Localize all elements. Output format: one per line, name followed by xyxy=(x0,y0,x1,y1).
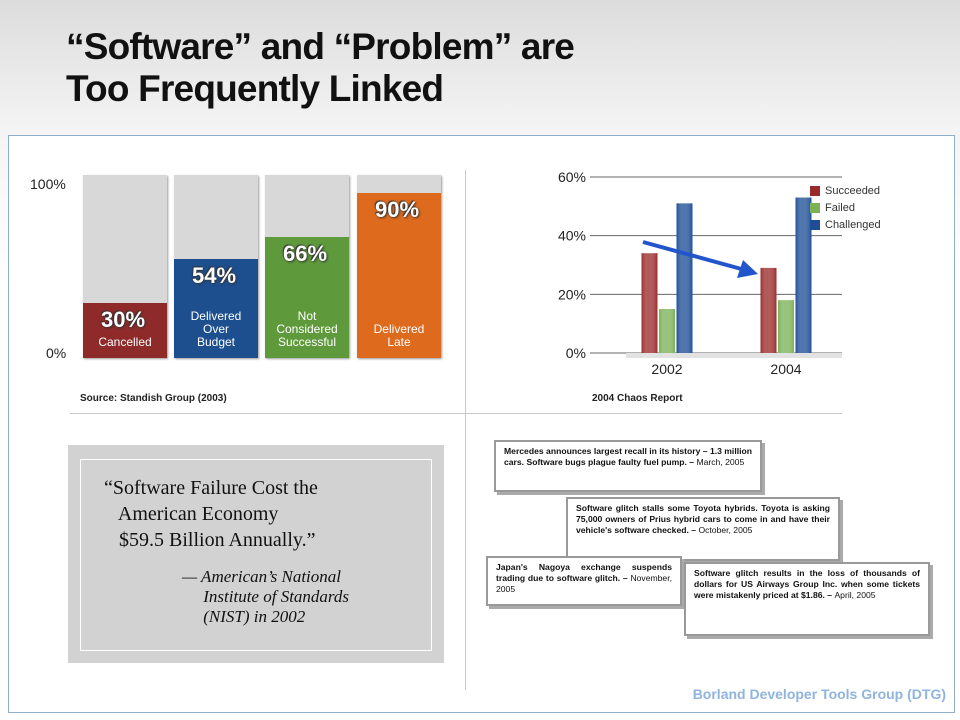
news-clipping-mercedes: Mercedes announces largest recall in its… xyxy=(494,440,762,492)
category-label-line: Successful xyxy=(277,335,337,349)
x-tick-label: 2002 xyxy=(651,361,682,377)
outcome-column-late: 90% Delivered Late xyxy=(357,175,441,358)
trend-arrow-head xyxy=(737,260,758,278)
title-line-1: “Software” and “Problem” are xyxy=(66,26,575,67)
clipping-date: March, 2005 xyxy=(696,457,745,467)
footer-label: Borland Developer Tools Group (DTG) xyxy=(692,686,946,702)
quote-box: “Software Failure Cost the American Econ… xyxy=(68,445,444,663)
category-label-late: Delivered Late xyxy=(357,323,441,349)
quote-attribution: — American’s National Institute of Stand… xyxy=(182,567,350,626)
outcome-column-not-successful: 66% Not Considered Successful xyxy=(265,175,349,358)
horizontal-divider xyxy=(70,413,842,414)
value-label-over-budget: 54% xyxy=(192,263,237,289)
floor xyxy=(626,353,842,358)
legend-item-succeeded: Succeeded xyxy=(810,182,881,199)
y-tick-label: 0% xyxy=(566,345,586,361)
value-label-cancelled: 30% xyxy=(101,307,146,333)
bar-shine xyxy=(659,309,675,353)
news-clipping-nagoya: Japan's Nagoya exchange suspends trading… xyxy=(486,556,682,606)
page-title: “Software” and “Problem” are Too Frequen… xyxy=(66,26,575,110)
legend-swatch-failed xyxy=(810,202,820,213)
category-label-line: Considered xyxy=(276,322,338,336)
value-label-not-successful: 66% xyxy=(283,241,328,267)
bar-shine xyxy=(760,267,777,353)
y-tick-label: 40% xyxy=(558,228,586,244)
trend-arrow-line xyxy=(642,240,746,272)
news-clipping-us-airways: Software glitch results in the loss of t… xyxy=(684,562,930,636)
left-ytick-0: 0% xyxy=(46,345,67,361)
left-ytick-100: 100% xyxy=(30,176,66,192)
clipping-text: Software glitch stalls some Toyota hybri… xyxy=(576,503,830,535)
legend-label: Failed xyxy=(825,201,855,214)
news-clipping-toyota: Software glitch stalls some Toyota hybri… xyxy=(566,497,840,561)
legend-swatch-succeeded xyxy=(810,185,820,196)
clipping-text: Software glitch results in the loss of t… xyxy=(694,568,920,600)
bar-shine xyxy=(795,197,812,353)
outcome-column-cancelled: 30% Cancelled xyxy=(83,175,167,358)
legend-item-challenged: Challenged xyxy=(810,216,881,233)
category-label-cancelled: Cancelled xyxy=(83,336,167,349)
quote-text: “Software Failure Cost the American Econ… xyxy=(104,477,318,551)
category-label-line: Over xyxy=(202,322,229,336)
left-chart-source: Source: Standish Group (2003) xyxy=(80,393,227,404)
clipping-date: April, 2005 xyxy=(834,590,876,600)
category-label-over-budget: Delivered Over Budget xyxy=(174,310,258,349)
bar-shine xyxy=(778,300,794,353)
y-tick-label: 60% xyxy=(558,169,586,185)
category-label-line: Not xyxy=(297,309,317,323)
category-label-line: Budget xyxy=(196,335,236,349)
value-label-late: 90% xyxy=(375,197,420,223)
clipping-date: October, 2005 xyxy=(698,525,753,535)
outcome-bar-late xyxy=(357,193,441,358)
x-tick-label: 2004 xyxy=(770,361,801,377)
vertical-divider xyxy=(465,170,466,690)
legend-swatch-challenged xyxy=(810,219,820,230)
clipping-text: Japan's Nagoya exchange suspends trading… xyxy=(496,562,672,583)
clipping-text: Mercedes announces largest recall in its… xyxy=(504,446,752,467)
category-label-line: Delivered xyxy=(190,309,242,323)
y-tick-label: 20% xyxy=(558,286,586,302)
outcome-bar-cancelled xyxy=(83,303,167,358)
outcome-bar-over-budget xyxy=(174,259,258,358)
bar-shine xyxy=(676,203,693,353)
category-label-line: Late xyxy=(387,335,411,349)
category-label-line: Cancelled xyxy=(98,335,152,349)
outcome-column-over-budget: 54% Delivered Over Budget xyxy=(174,175,258,358)
category-label-line: Delivered xyxy=(373,322,425,336)
legend-item-failed: Failed xyxy=(810,199,881,216)
legend-label: Succeeded xyxy=(825,184,881,197)
bar-shine xyxy=(641,253,658,353)
clipping-date: November, 2005 xyxy=(496,573,672,594)
chart-legend: Succeeded Failed Challenged xyxy=(810,182,881,233)
right-chart-source: 2004 Chaos Report xyxy=(592,393,683,404)
outcome-bar-not-successful xyxy=(265,237,349,358)
legend-label: Challenged xyxy=(825,218,881,231)
chaos-report-chart: 60% 40% 20% 0% 2002 2004 xyxy=(558,169,842,377)
quote-frame xyxy=(80,459,432,651)
title-line-2: Too Frequently Linked xyxy=(66,68,444,109)
category-label-not-successful: Not Considered Successful xyxy=(265,310,349,349)
